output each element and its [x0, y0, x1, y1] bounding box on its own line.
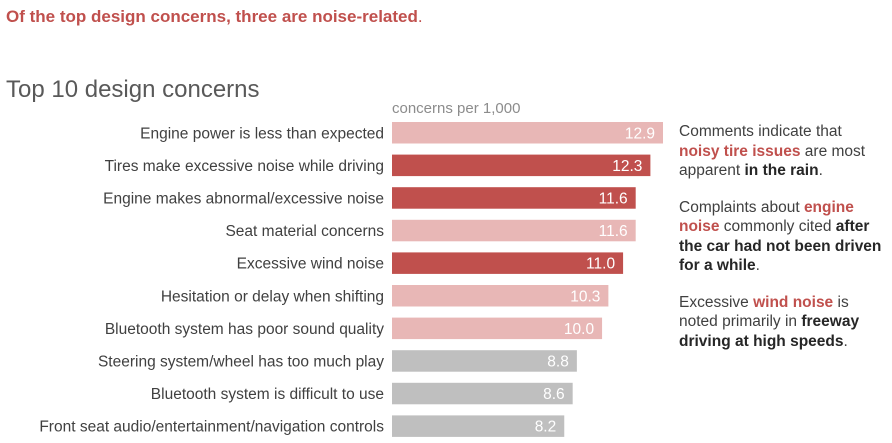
bar [392, 382, 573, 405]
annotation-text: wind noise [753, 293, 834, 311]
value-label: 12.3 [612, 158, 642, 175]
value-label: 11.6 [599, 190, 628, 207]
category-label: Steering system/wheel has too much play [98, 353, 384, 370]
headline: Of the top design concerns, three are no… [6, 7, 423, 27]
annotation-text: engine noise [679, 198, 854, 236]
bar [392, 187, 636, 209]
category-label: Excessive wind noise [237, 256, 384, 273]
annotation-note: Complaints about engine noise commonly c… [679, 198, 884, 276]
category-label: Bluetooth system is difficult to use [151, 386, 384, 403]
value-label: 11.0 [586, 256, 615, 273]
annotation-text: Comments indicate that [679, 123, 842, 140]
value-label: 8.2 [535, 419, 557, 436]
annotation-text: noisy tire issues [679, 142, 801, 160]
bar [392, 154, 651, 177]
bar [392, 285, 609, 307]
annotation-note: Excessive wind noise is noted primarily … [679, 293, 884, 352]
bar [392, 252, 624, 274]
category-label: Tires make excessive noise while driving [105, 158, 384, 175]
annotation-text: commonly cited [719, 218, 836, 235]
bar [392, 415, 565, 437]
annotation-note: Comments indicate that noisy tire issues… [679, 122, 884, 181]
annotation-text: in the rain [744, 162, 819, 179]
value-label: 11.6 [599, 223, 628, 240]
annotation-text: is noted primarily in [679, 293, 849, 331]
category-label: Seat material concerns [225, 223, 384, 240]
annotation-text: . [755, 257, 760, 274]
annotation-text: freeway driving at high speeds [679, 313, 860, 350]
category-label: Engine power is less than expected [140, 125, 384, 142]
annotation-text: . [818, 162, 823, 179]
chart-title: Top 10 design concerns [6, 76, 260, 103]
value-label: 10.0 [564, 321, 595, 338]
value-label: 8.8 [547, 353, 569, 370]
annotation-text: Excessive [679, 293, 754, 311]
bar [392, 317, 603, 340]
unit-label: concerns per 1,000 [392, 100, 521, 117]
headline-period: . [417, 7, 423, 26]
annotations: Comments indicate that noisy tire issues… [679, 122, 884, 368]
annotation-text: . [843, 332, 848, 350]
category-label: Hesitation or delay when shifting [161, 288, 384, 305]
annotation-text: after the car had not been driven for a … [679, 218, 882, 274]
bar [392, 219, 636, 242]
annotation-text: are most apparent [679, 142, 866, 180]
category-label: Engine makes abnormal/excessive noise [103, 190, 384, 207]
annotation-text: Complaints about [679, 198, 804, 216]
value-label: 12.9 [625, 125, 655, 142]
bar [392, 122, 663, 144]
value-label: 8.6 [543, 386, 565, 403]
bar [392, 350, 577, 372]
value-label: 10.3 [570, 288, 600, 305]
headline-text: Of the top design concerns, three are no… [6, 7, 418, 26]
category-label: Front seat audio/entertainment/navigatio… [39, 419, 384, 436]
category-label: Bluetooth system has poor sound quality [105, 321, 384, 338]
